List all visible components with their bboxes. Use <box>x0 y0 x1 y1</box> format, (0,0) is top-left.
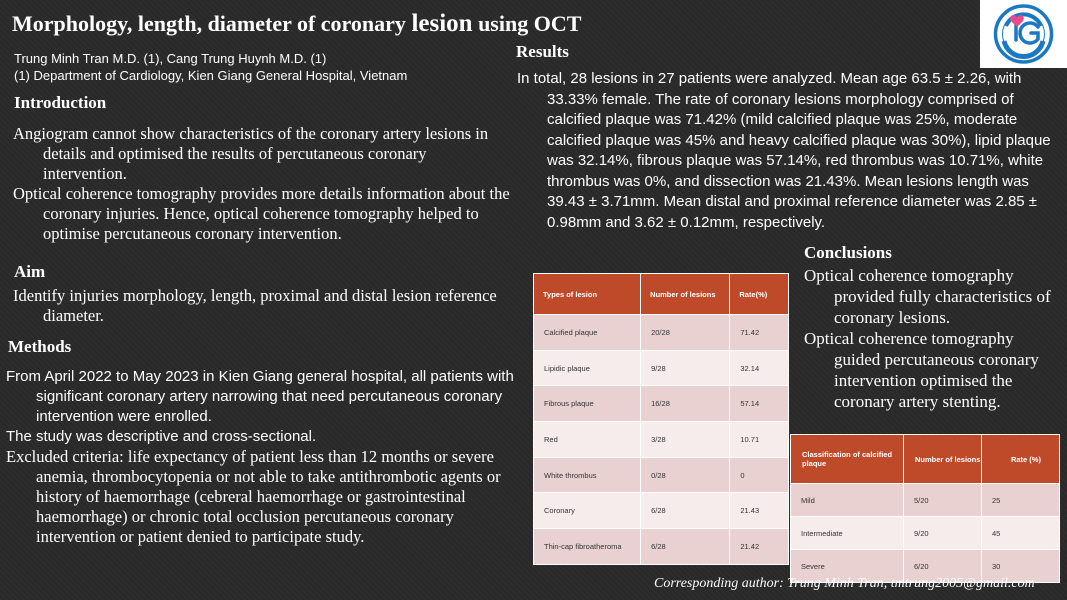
table-header-cell: Types of lesion <box>532 273 642 315</box>
table-row: Lipidic plaque 9/28 32.14 <box>532 349 789 387</box>
methods-paragraph-2: The study was descriptive and cross-sect… <box>6 428 317 445</box>
table-row: Mild 5/20 25 <box>790 483 1061 517</box>
aim-paragraph-1: Identify injuries morphology, length, pr… <box>13 286 497 325</box>
table-row: Intermediate 9/20 45 <box>790 516 1061 550</box>
table-cell: 0/28 <box>640 456 731 494</box>
introduction-heading: Introduction <box>14 93 107 112</box>
table-header-cell: Number of lesions <box>902 434 982 484</box>
aim-heading: Aim <box>14 262 46 281</box>
table-cell: Calcified plaque <box>532 314 642 351</box>
table-cell: White thrombus <box>532 456 642 494</box>
table-cell: Red <box>532 421 642 458</box>
table-row: Red 3/28 10.71 <box>532 421 789 458</box>
conclusions-paragraph-1: Optical coherence tomography provided fu… <box>804 266 1051 327</box>
methods-body: From April 2022 to May 2023 in Kien Gian… <box>6 367 526 547</box>
table-header-row: Classification of calcified plaque Numbe… <box>790 434 1061 484</box>
table-cell: Severe <box>790 549 904 583</box>
table-cell: 20/28 <box>640 314 731 351</box>
table-row: Coronary 6/28 21.43 <box>532 492 789 530</box>
conclusions-paragraph-2: Optical coherence tomography guided perc… <box>804 329 1039 411</box>
table-cell: 6/28 <box>640 492 731 530</box>
introduction-paragraph-2: Optical coherence tomography provides mo… <box>13 184 510 243</box>
methods-paragraph-1: From April 2022 to May 2023 in Kien Gian… <box>6 368 514 425</box>
table-cell: 21.43 <box>729 492 789 530</box>
results-paragraph-1: In total, 28 lesions in 27 patients were… <box>517 70 1051 231</box>
hospital-logo <box>980 0 1067 68</box>
table-cell: 9/20 <box>902 516 982 550</box>
table-row: White thrombus 0/28 0 <box>532 456 789 494</box>
table-cell: 57.14 <box>729 385 789 423</box>
table-cell: 45 <box>980 516 1061 550</box>
table-cell: 6/20 <box>902 549 982 583</box>
title-part-2: lesion <box>411 10 473 37</box>
table-cell: Fibrous plaque <box>532 385 642 423</box>
authors-names: Trung Minh Tran M.D. (1), Cang Trung Huy… <box>14 51 327 66</box>
table-cell: 32.14 <box>729 349 789 387</box>
aim-body: Identify injuries morphology, length, pr… <box>13 286 513 326</box>
table-cell: 21.42 <box>729 528 789 565</box>
poster-title: Morphology, length, diameter of coronary… <box>12 10 581 38</box>
hospital-logo-icon <box>993 4 1054 64</box>
table-cell: Mild <box>790 483 904 517</box>
table-cell: 5/20 <box>902 483 982 517</box>
table-row: Severe 6/20 30 <box>790 549 1061 583</box>
table-header-cell: Classification of calcified plaque <box>790 434 904 484</box>
methods-paragraph-3: Excluded criteria: life expectancy of pa… <box>6 447 501 546</box>
conclusions-body: Optical coherence tomography provided fu… <box>804 265 1064 412</box>
table-cell: 16/28 <box>640 385 731 423</box>
table-cell: 30 <box>980 549 1061 583</box>
table-header-row: Types of lesion Number of lesions Rate(%… <box>532 273 789 315</box>
table-cell: 25 <box>980 483 1061 517</box>
table-cell: 9/28 <box>640 349 731 387</box>
conclusions-heading: Conclusions <box>804 243 892 262</box>
table-header-cell: Number of lesions <box>640 273 731 315</box>
introduction-paragraph-1: Angiogram cannot show characteristics of… <box>13 124 489 183</box>
table-row: Fibrous plaque 16/28 57.14 <box>532 385 789 423</box>
table-cell: Thin-cap fibroatheroma <box>532 528 642 565</box>
table-cell: 10.71 <box>729 421 789 458</box>
table-cell: Lipidic plaque <box>532 349 642 387</box>
calcified-plaque-table: Classification of calcified plaque Numbe… <box>790 434 1061 583</box>
table-cell: 71.42 <box>729 314 789 351</box>
table-cell: 0 <box>729 456 789 494</box>
table-row: Calcified plaque 20/28 71.42 <box>532 314 789 351</box>
table-cell: Coronary <box>532 492 642 530</box>
authors-affiliation: (1) Department of Cardiology, Kien Giang… <box>14 68 408 83</box>
authors-block: Trung Minh Tran M.D. (1), Cang Trung Huy… <box>14 50 407 84</box>
title-part-1: Morphology, length, diameter of coronary <box>12 11 412 36</box>
results-heading: Results <box>516 42 569 61</box>
table-row: Thin-cap fibroatheroma 6/28 21.42 <box>532 528 789 565</box>
corresponding-author: Corresponding author: Trung Minh Tran, t… <box>654 576 1035 591</box>
table-cell: Intermediate <box>790 516 904 550</box>
table-header-cell: Rate (%) <box>980 434 1061 484</box>
introduction-body: Angiogram cannot show characteristics of… <box>13 124 513 244</box>
table-cell: 3/28 <box>640 421 731 458</box>
table-cell: 6/28 <box>640 528 731 565</box>
methods-heading: Methods <box>8 337 72 356</box>
lesion-types-table: Types of lesion Number of lesions Rate(%… <box>532 273 789 565</box>
title-part-3: using OCT <box>472 11 582 36</box>
table-header-cell: Rate(%) <box>729 273 789 315</box>
